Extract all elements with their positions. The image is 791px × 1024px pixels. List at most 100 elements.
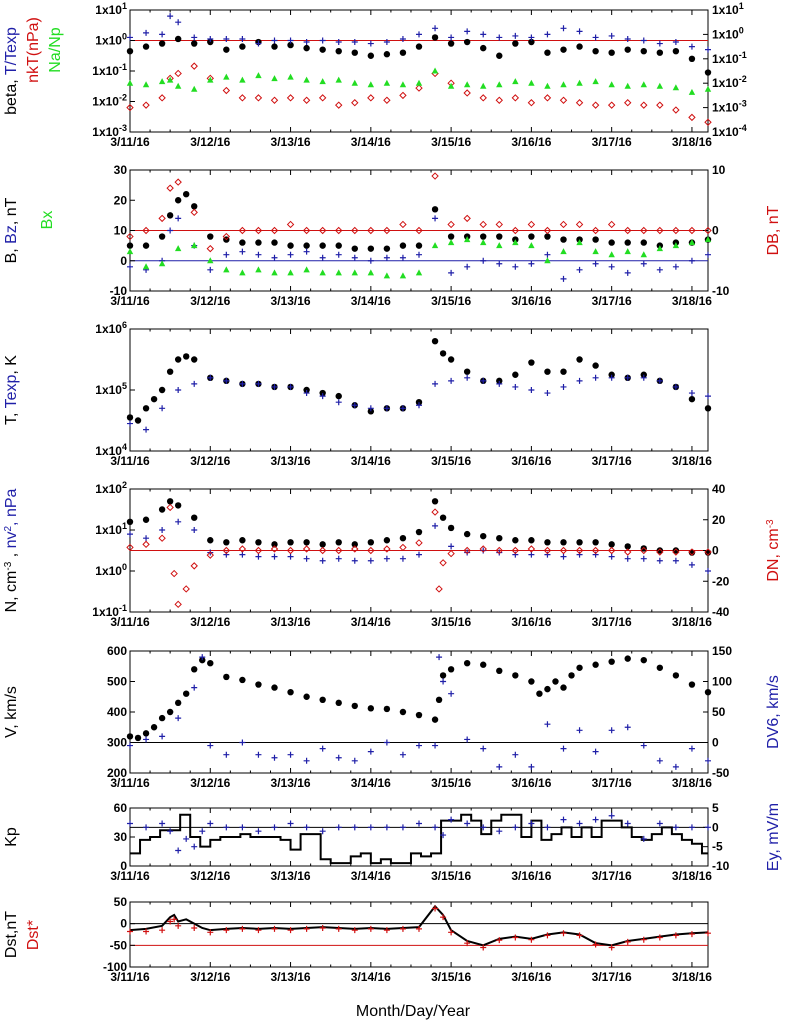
panel-1-series-beta-point: [512, 40, 519, 47]
panel-7-series-dst-point: [303, 925, 310, 932]
panel-1-series-ttexp-point: [496, 34, 503, 41]
panel-2-series-bz-point: [399, 254, 406, 261]
panel-4-series-n-point: [672, 547, 680, 554]
panel-1-x-tick-label: 3/15/16: [431, 135, 471, 149]
panel-4-y-tick-exp: -1: [119, 603, 127, 613]
panel-3-series-t-point: [415, 399, 423, 406]
panel-3-series-texp-point: [624, 374, 631, 381]
panel-7-series-dst-point: [576, 932, 583, 939]
panel-4-series-dn-point: [166, 503, 174, 512]
panel-1-series-nanp-point: [271, 75, 278, 82]
panel-5-series-dv6-point: [528, 763, 535, 770]
panel-1-y2-tick-label: 1x10-1: [712, 50, 747, 66]
panel-2-series-db-point: [415, 226, 423, 235]
panel-5-series-dv6-point: [656, 757, 663, 764]
panel-6-series-ey-point: [367, 824, 374, 831]
panel-2-series-b-point: [560, 236, 567, 243]
panel-5-series-v-point: [271, 684, 278, 691]
panel-2-series-bx-point: [704, 236, 712, 243]
panel-2-series-db-point: [238, 226, 247, 235]
panel-2-series-bx-point: [351, 269, 358, 276]
panel-1-y2-tick-exp: 1: [739, 1, 744, 11]
panel-4-series-nv2-point: [351, 557, 358, 564]
panel-1-series-nanp-point: [656, 82, 664, 89]
panel-5-series-v-point: [536, 690, 543, 697]
panel-2-y-tick-label: 30: [114, 163, 128, 177]
panel-1-series-ttexp-point: [624, 35, 631, 42]
panel-4-x-tick-label: 3/14/16: [351, 615, 391, 629]
panel-6-series-ey-point: [592, 816, 599, 823]
panel-3-series-texp-point: [608, 374, 615, 381]
panel-4-series-n-point: [383, 537, 391, 544]
panel-1-series-nkt-point: [174, 69, 182, 78]
panel-1-series-ttexp-point: [287, 37, 294, 44]
panel-1-series-beta-point: [335, 47, 342, 55]
panel-1-series-ttexp-point: [167, 13, 174, 20]
panel-4-series-n-point: [166, 498, 174, 505]
panel-1-series-nanp-point: [431, 67, 439, 74]
panel-1-series-beta-point: [640, 47, 647, 55]
panel-1-series-nkt-point: [367, 94, 375, 102]
panel-2-series-b-point: [528, 233, 535, 240]
panel-2-series-db-point: [383, 226, 391, 235]
panel-7-series-dst-point: [351, 927, 358, 934]
panel-1-y2-tick-base: 1x10: [712, 3, 739, 17]
panel-1-series-ttexp-point: [432, 25, 439, 32]
panel-4-x-tick-label: 3/16/16: [511, 615, 551, 629]
panel-6-series-ey-point: [175, 847, 182, 854]
panel-1-series-ttexp-point: [303, 39, 310, 46]
panel-3-y-tick-base: 1x10: [95, 444, 122, 458]
panel-3-y-tick-exp: 6: [122, 320, 127, 330]
panel-3-series-t-point: [134, 417, 142, 424]
panel-6-series-ey-point: [576, 820, 583, 827]
panel-1-y-tick-base: 1x10: [92, 125, 119, 139]
panel-5-series-dv6-point: [351, 757, 358, 764]
panel-1-y2-tick-exp: -2: [739, 74, 747, 84]
panel-5-x-tick-label: 3/11/16: [110, 776, 150, 790]
panel-5-series-v-point: [512, 672, 519, 679]
panel-2-y-tick-label: 10: [114, 224, 128, 238]
panel-3-x-tick-label: 3/17/16: [592, 454, 632, 468]
panel-1-series-beta-point: [351, 49, 358, 56]
panel-2-series-bx-point: [367, 269, 375, 276]
panel-7-series-dst-point: [239, 925, 246, 932]
panel-2-x-tick-label: 3/14/16: [351, 294, 391, 308]
panel-5-series-dv6-point: [239, 739, 246, 746]
panel-2-series-b-point: [207, 233, 214, 240]
panel-3-series-t-point: [158, 386, 166, 394]
panel-4-y2-tick-label: -40: [712, 605, 730, 619]
panel-5-series-v-point: [439, 672, 447, 679]
panel-1-series-ttexp-point: [271, 37, 278, 44]
panel-3-series-t-point: [447, 356, 455, 363]
panel-3-y-axis-label-part: T,: [3, 408, 20, 425]
panel-7-series-dst-point: [335, 925, 342, 932]
panel-4-y-tick-label: 1x100: [95, 562, 127, 578]
panel-1-series-nkt-point: [158, 94, 166, 102]
panel-2-series-bz-point: [608, 263, 615, 270]
panel-5-series-v-point: [447, 666, 455, 673]
panel-2-series-bz-point: [448, 269, 455, 276]
panel-1-series-nanp-point: [592, 78, 599, 85]
panel-5-x-tick-label: 3/16/16: [511, 776, 551, 790]
panel-2-x-tick-label: 3/11/16: [110, 294, 150, 308]
panel-3-series-t-point: [367, 408, 375, 415]
panel-7-series-dst-point: [287, 927, 294, 934]
panel-2-y-axis-label: B, Bz, nT: [3, 197, 20, 263]
panel-2-series-bx-point: [319, 269, 326, 276]
panel-4-x-tick-label: 3/17/16: [592, 615, 632, 629]
panel-5-series-dv6-point: [496, 763, 503, 770]
panel-4-series-dn-point: [182, 585, 190, 593]
panel-2-series-b-point: [182, 191, 190, 198]
panel-7-x-tick-label: 3/17/16: [592, 970, 632, 984]
panel-2-series-db-point: [222, 232, 231, 241]
panel-3-y-tick-label: 1x106: [95, 320, 127, 336]
panel-3-series-texp-point: [432, 380, 439, 387]
panel-2-y-tick-label: 20: [114, 193, 128, 207]
panel-2-y-axis-label-extra-part: Bx: [39, 211, 56, 230]
panel-1-y2-tick-base: 1x10: [712, 27, 739, 41]
panel-4-series-n-point: [142, 516, 150, 523]
panel-2-series-bz-point: [576, 266, 583, 273]
panel-2-series-bx-point: [688, 239, 696, 246]
panel-4-y2-axis-label: DN, cm-3: [765, 519, 783, 582]
panel-2-y2-axis-label: DB, nT: [765, 205, 782, 255]
